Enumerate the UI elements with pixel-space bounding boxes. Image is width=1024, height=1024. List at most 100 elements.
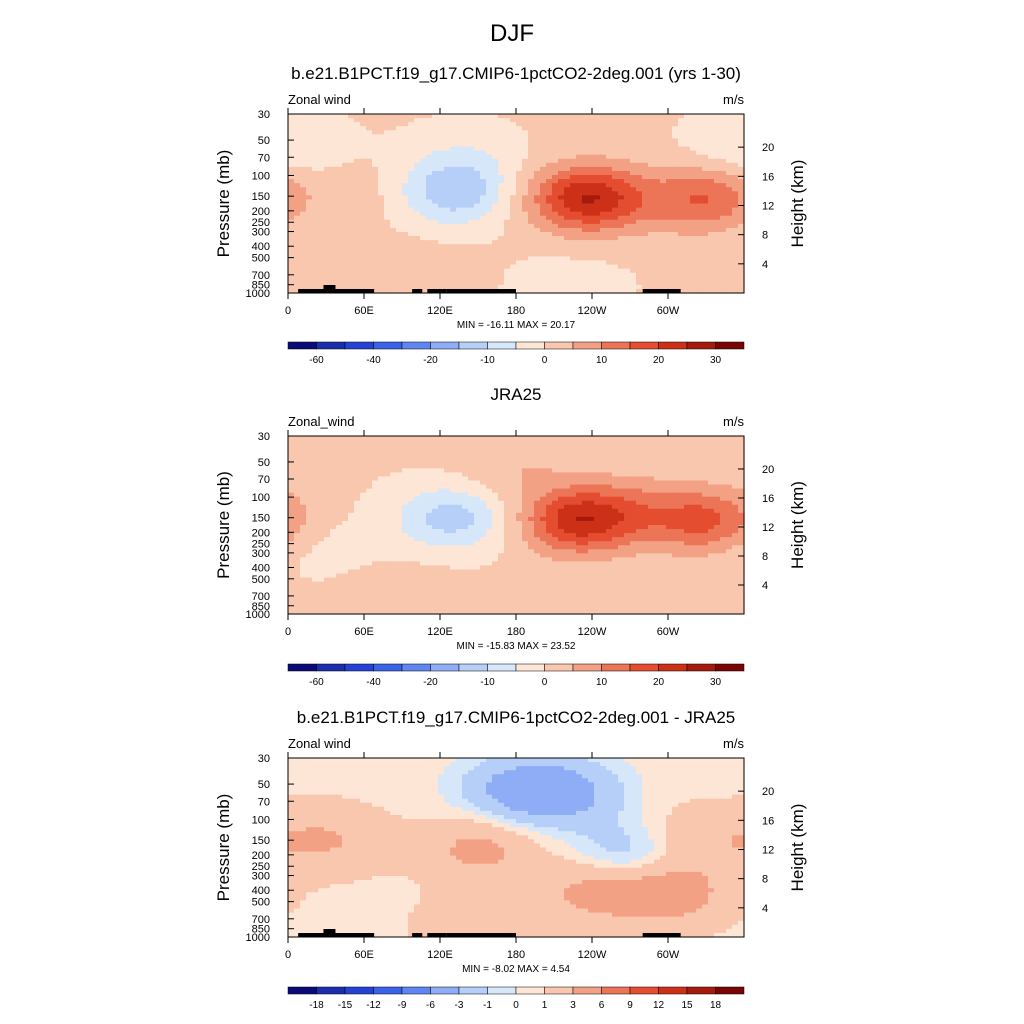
field-cell xyxy=(564,500,571,506)
field-cell xyxy=(366,272,373,278)
field-cell xyxy=(492,187,499,192)
field-cell xyxy=(312,496,319,502)
field-cell xyxy=(576,480,583,486)
field-cell xyxy=(594,268,601,274)
field-cell xyxy=(612,460,619,465)
field-cell xyxy=(468,504,475,510)
field-cell xyxy=(348,504,355,510)
field-cell xyxy=(738,118,745,123)
field-cell xyxy=(540,187,547,192)
field-cell xyxy=(558,484,565,490)
field-cell xyxy=(378,122,385,127)
field-cell xyxy=(534,130,541,135)
field-cell xyxy=(630,146,637,152)
field-cell xyxy=(552,199,559,205)
field-cell xyxy=(402,207,409,213)
field-cell xyxy=(426,460,433,465)
land-block xyxy=(323,289,375,293)
field-cell xyxy=(516,436,523,441)
field-cell xyxy=(336,150,343,156)
field-cell xyxy=(582,448,589,453)
field-cell xyxy=(672,183,679,188)
field-cell xyxy=(414,456,421,461)
field-cell xyxy=(690,484,697,490)
field-cell xyxy=(690,199,697,205)
field-cell xyxy=(366,175,373,180)
field-cell xyxy=(672,444,679,449)
field-cell xyxy=(630,223,637,229)
field-cell xyxy=(540,488,547,494)
field-cell xyxy=(294,219,301,225)
field-cell xyxy=(324,244,331,249)
field-cell xyxy=(372,280,379,286)
field-cell xyxy=(330,504,337,510)
field-cell xyxy=(546,492,553,498)
field-cell xyxy=(396,183,403,188)
field-cell xyxy=(408,488,415,494)
field-cell xyxy=(678,468,685,474)
field-cell xyxy=(390,500,397,506)
field-cell xyxy=(414,452,421,457)
field-cell xyxy=(474,508,481,514)
field-cell xyxy=(684,444,691,449)
field-cell xyxy=(450,219,457,225)
field-cell xyxy=(546,252,553,257)
field-cell xyxy=(564,468,571,474)
field-cell xyxy=(684,288,691,294)
field-cell xyxy=(594,158,601,164)
field-cell xyxy=(600,444,607,449)
field-cell xyxy=(636,223,643,229)
field-cell xyxy=(426,134,433,140)
field-cell xyxy=(402,476,409,482)
field-cell xyxy=(288,211,295,217)
field-cell xyxy=(294,264,301,270)
field-cell xyxy=(714,236,721,241)
field-cell xyxy=(408,166,415,172)
field-cell xyxy=(456,244,463,249)
field-cell xyxy=(630,280,637,286)
field-cell xyxy=(288,260,295,266)
field-cell xyxy=(738,240,745,245)
y-tick-label: 200 xyxy=(252,206,270,218)
field-cell xyxy=(354,166,361,172)
field-cell xyxy=(480,264,487,270)
field-cell xyxy=(444,191,451,196)
field-cell xyxy=(702,484,709,490)
field-cell xyxy=(426,240,433,245)
field-cell xyxy=(696,154,703,160)
field-cell xyxy=(636,203,643,209)
field-cell xyxy=(690,504,697,510)
field-cell xyxy=(720,179,727,184)
field-cell xyxy=(330,126,337,131)
land-block xyxy=(323,285,336,290)
field-cell xyxy=(390,179,397,184)
field-cell xyxy=(726,268,733,274)
field-cell xyxy=(714,480,721,486)
field-cell xyxy=(468,488,475,494)
field-cell xyxy=(378,219,385,225)
field-cell xyxy=(360,203,367,209)
field-cell xyxy=(366,162,373,168)
field-cell xyxy=(678,444,685,449)
field-cell xyxy=(438,231,445,237)
field-cell xyxy=(660,219,667,225)
field-cell xyxy=(480,252,487,257)
field-cell xyxy=(468,122,475,127)
field-cell xyxy=(672,166,679,172)
field-cell xyxy=(474,187,481,192)
field-cell xyxy=(726,276,733,282)
field-cell xyxy=(342,183,349,188)
field-cell xyxy=(456,468,463,474)
field-cell xyxy=(552,284,559,290)
field-cell xyxy=(486,114,493,119)
field-cell xyxy=(552,492,559,498)
field-cell xyxy=(738,134,745,140)
field-cell xyxy=(504,162,511,168)
field-cell xyxy=(708,464,715,469)
units-label: m/s xyxy=(723,92,744,107)
field-cell xyxy=(384,130,391,135)
field-cell xyxy=(426,150,433,156)
field-cell xyxy=(732,146,739,152)
field-cell xyxy=(546,464,553,469)
field-cell xyxy=(522,203,529,209)
